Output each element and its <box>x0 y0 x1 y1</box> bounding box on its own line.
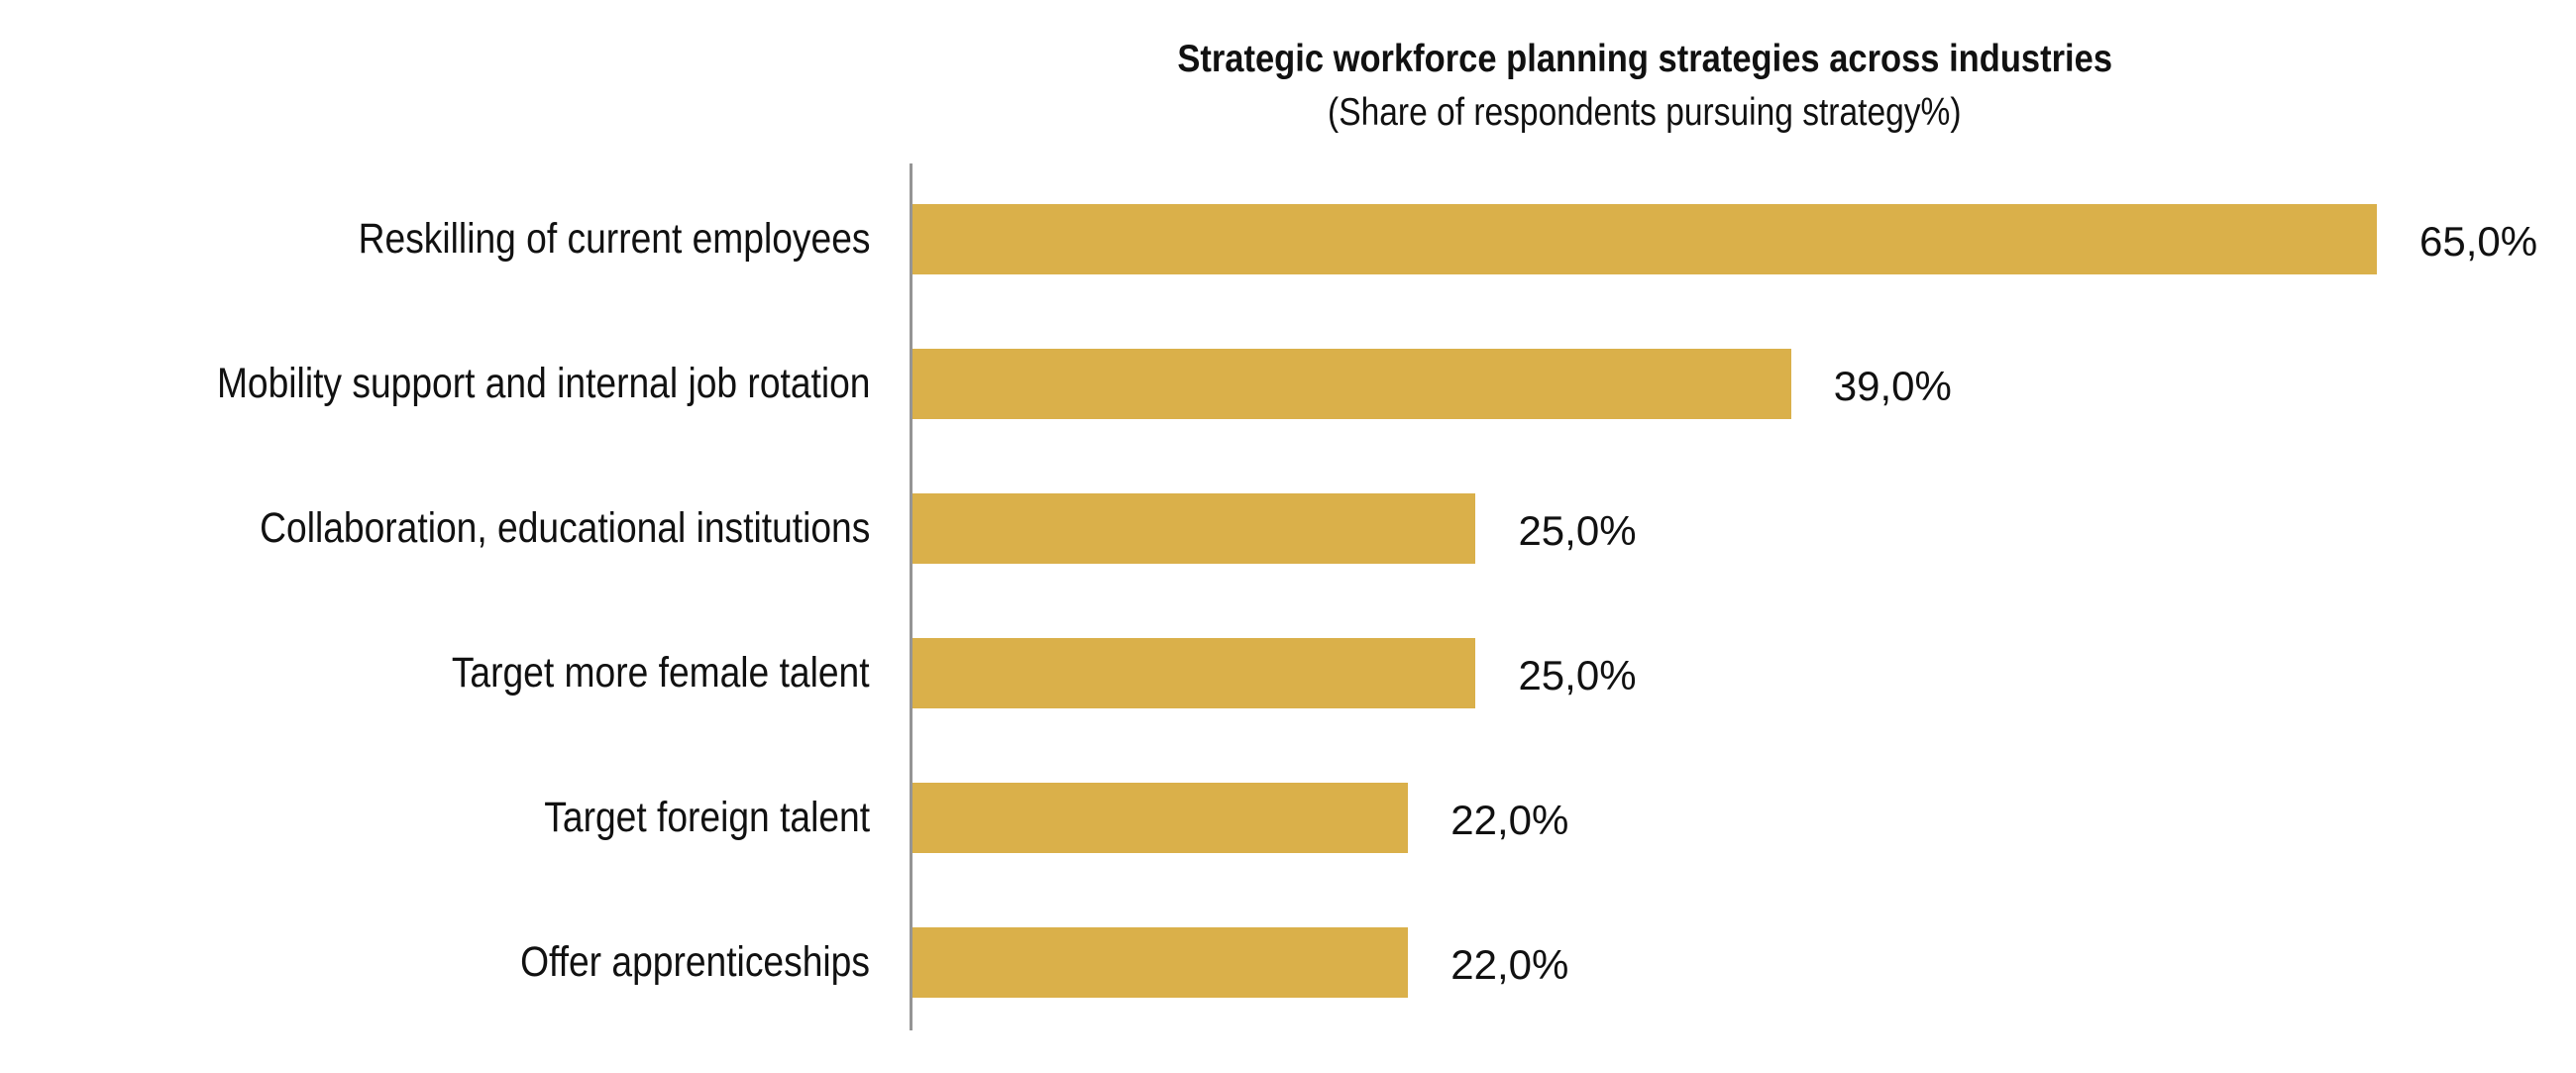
bar <box>912 493 1476 564</box>
category-label: Reskilling of current employees <box>358 215 870 263</box>
bar-row: Target foreign talent 22,0% <box>0 783 2576 853</box>
bar-row: Mobility support and internal job rotati… <box>0 349 2576 419</box>
bar-row: Target more female talent 25,0% <box>0 638 2576 708</box>
value-label: 22,0% <box>1450 797 1569 843</box>
bar <box>912 927 1409 998</box>
chart-subtitle: (Share of respondents pursuing strategy%… <box>1328 91 1962 134</box>
category-axis-line <box>910 163 912 1030</box>
value-label: 25,0% <box>1518 652 1637 698</box>
bar-row: Collaboration, educational institutions … <box>0 493 2576 564</box>
category-label: Target more female talent <box>452 649 870 697</box>
bar <box>912 783 1409 853</box>
value-label: 39,0% <box>1833 363 1952 409</box>
category-label: Offer apprenticeships <box>520 938 870 986</box>
chart-subtitle-container: (Share of respondents pursuing strategy%… <box>991 87 2299 139</box>
category-label: Target foreign talent <box>544 794 870 841</box>
bar-row: Reskilling of current employees 65,0% <box>0 204 2576 274</box>
bar-row: Offer apprenticeships 22,0% <box>0 927 2576 998</box>
chart-title-container: Strategic workforce planning strategies … <box>991 34 2299 85</box>
value-label: 22,0% <box>1450 941 1569 988</box>
value-label: 25,0% <box>1518 507 1637 554</box>
chart-title: Strategic workforce planning strategies … <box>1177 38 2112 80</box>
bar <box>912 349 1791 419</box>
category-label: Mobility support and internal job rotati… <box>216 360 870 407</box>
bar <box>912 204 2377 274</box>
value-label: 65,0% <box>2419 218 2538 265</box>
category-label: Collaboration, educational institutions <box>259 504 870 552</box>
bar <box>912 638 1476 708</box>
